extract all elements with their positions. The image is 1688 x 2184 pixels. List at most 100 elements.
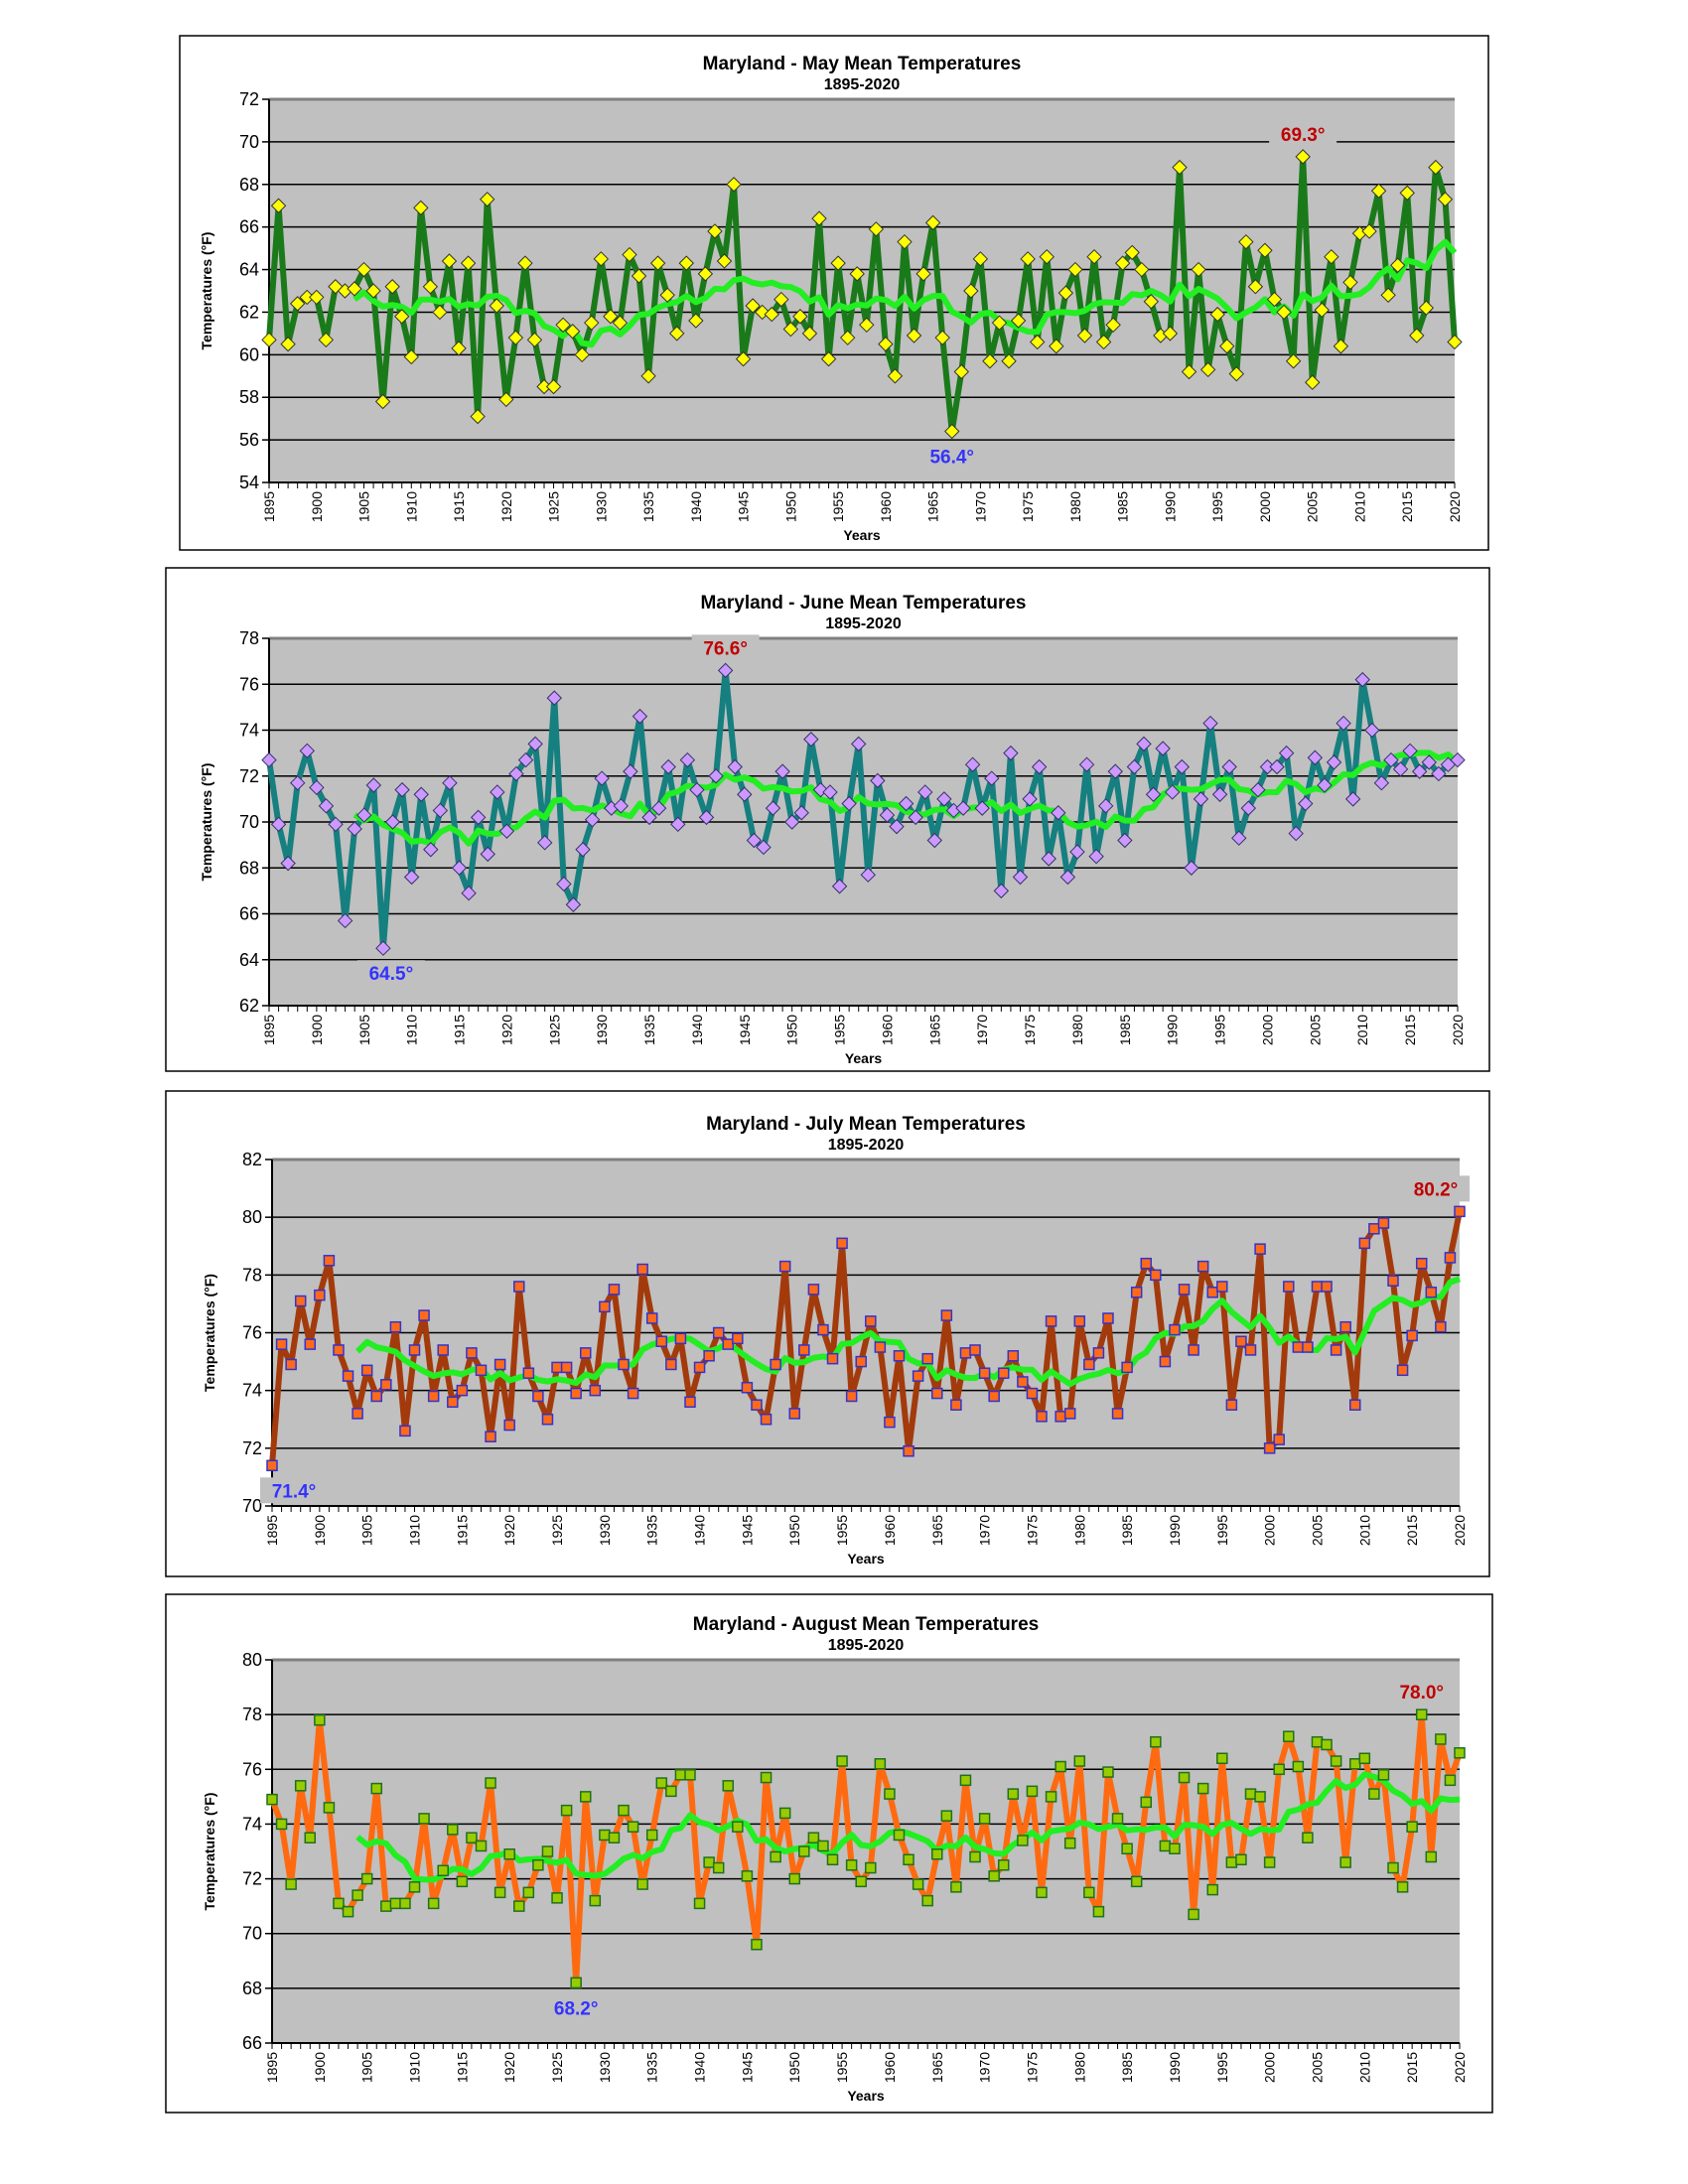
data-point-marker — [475, 1364, 488, 1377]
chart-subtitle: 1895-2020 — [825, 615, 902, 632]
data-point-marker — [418, 1309, 430, 1321]
data-point-marker — [285, 1878, 297, 1890]
data-point-marker — [924, 214, 941, 231]
x-tick-label: 1950 — [784, 1015, 800, 1045]
min-value-annotation: 64.5° — [369, 964, 414, 985]
x-tick-label: 1950 — [786, 2052, 802, 2083]
data-point-marker — [851, 736, 867, 752]
y-tick-label: 82 — [242, 1150, 262, 1169]
data-point-marker — [1057, 285, 1074, 301]
data-point-marker — [756, 839, 772, 856]
data-point-marker — [955, 800, 971, 816]
data-point-marker — [360, 1364, 373, 1377]
data-point-marker — [712, 1326, 725, 1339]
data-point-marker — [599, 1829, 611, 1842]
data-point-marker — [903, 1853, 914, 1866]
data-point-marker — [1418, 300, 1435, 316]
data-point-marker — [594, 770, 610, 786]
annotation-background — [917, 443, 986, 470]
data-point-marker — [437, 1344, 449, 1356]
y-axis-label: Temperatures (°F) — [202, 1274, 217, 1392]
x-tick-label: 1920 — [498, 1015, 514, 1045]
data-point-marker — [1020, 251, 1036, 267]
data-point-marker — [993, 883, 1010, 899]
x-tick-label: 1935 — [644, 2052, 660, 2083]
x-tick-label: 1960 — [882, 2052, 898, 2083]
data-point-marker — [1358, 1237, 1371, 1250]
x-tick-label: 1920 — [501, 1515, 517, 1546]
data-point-marker — [1209, 306, 1225, 323]
data-point-marker — [517, 751, 534, 768]
data-point-marker — [870, 772, 886, 789]
x-tick-label: 1915 — [451, 491, 467, 522]
y-tick-label: 68 — [239, 858, 259, 878]
data-point-marker — [778, 1260, 791, 1273]
data-point-marker — [801, 326, 818, 341]
data-point-marker — [479, 192, 495, 207]
chart-subtitle: 1895-2020 — [828, 1137, 905, 1154]
data-point-marker — [1126, 758, 1143, 775]
data-point-marker — [1349, 1399, 1361, 1411]
x-tick-label: 1895 — [261, 491, 277, 522]
data-point-marker — [978, 1813, 991, 1825]
data-point-marker — [712, 1861, 725, 1874]
x-axis-label: Years — [843, 527, 881, 543]
data-point-marker — [1361, 223, 1377, 239]
data-point-marker — [546, 690, 562, 706]
y-tick-label: 74 — [242, 1381, 262, 1401]
data-point-marker — [427, 1390, 440, 1403]
data-point-marker — [1219, 339, 1235, 354]
y-tick-label: 68 — [239, 175, 259, 195]
data-point-marker — [1159, 1355, 1172, 1368]
data-point-marker — [1431, 765, 1447, 782]
x-tick-label: 2015 — [1402, 1015, 1418, 1045]
data-point-marker — [807, 1284, 820, 1296]
data-point-marker — [950, 1881, 962, 1893]
x-tick-label: 1980 — [1071, 1515, 1087, 1546]
data-point-marker — [1083, 1886, 1095, 1899]
data-point-marker — [466, 1832, 478, 1843]
x-tick-label: 2020 — [1447, 491, 1463, 522]
x-tick-label: 2015 — [1404, 1515, 1420, 1546]
data-point-marker — [674, 1769, 687, 1781]
data-point-marker — [333, 1897, 345, 1910]
data-point-marker — [953, 363, 970, 380]
y-tick-label: 72 — [239, 89, 259, 109]
data-point-marker — [579, 1791, 592, 1803]
data-point-marker — [323, 1802, 336, 1814]
data-point-marker — [865, 1315, 877, 1327]
x-tick-label: 2015 — [1399, 491, 1415, 522]
y-tick-label: 70 — [239, 812, 259, 832]
data-point-marker — [1406, 1329, 1418, 1342]
annotation-background — [356, 960, 425, 987]
x-tick-label: 1925 — [549, 2052, 565, 2083]
data-point-marker — [1283, 1281, 1295, 1293]
data-point-marker — [1191, 261, 1206, 278]
data-point-marker — [1240, 800, 1257, 816]
data-point-marker — [788, 1872, 800, 1885]
data-point-marker — [1136, 736, 1152, 752]
data-point-marker — [978, 1367, 991, 1379]
data-point-marker — [1178, 1771, 1191, 1784]
data-point-marker — [783, 814, 800, 830]
data-point-marker — [532, 1390, 544, 1403]
data-point-marker — [778, 1807, 791, 1820]
data-point-marker — [865, 1861, 877, 1874]
data-point-marker — [950, 1399, 962, 1411]
data-point-marker — [280, 336, 296, 352]
data-point-marker — [589, 1384, 602, 1397]
y-tick-label: 70 — [239, 132, 259, 152]
x-tick-label: 1900 — [312, 1515, 328, 1546]
x-tick-label: 1930 — [597, 1515, 613, 1546]
data-point-marker — [1022, 791, 1038, 807]
data-point-marker — [1097, 798, 1114, 814]
data-point-marker — [831, 879, 848, 894]
data-point-marker — [475, 1840, 488, 1852]
y-tick-label: 72 — [239, 766, 259, 786]
x-tick-label: 1970 — [977, 2052, 993, 2083]
x-tick-label: 1950 — [786, 1515, 802, 1546]
data-point-marker — [593, 251, 610, 267]
data-point-marker — [565, 896, 582, 912]
data-point-marker — [822, 784, 838, 800]
chart-title: Maryland - July Mean Temperatures — [706, 1114, 1026, 1135]
